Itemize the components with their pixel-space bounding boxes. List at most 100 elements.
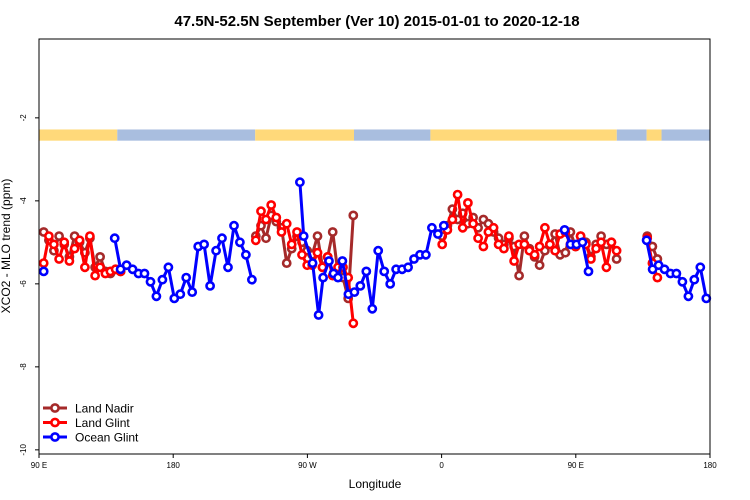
data-point-land-glint xyxy=(447,214,458,225)
data-point-ocean-glint xyxy=(367,303,378,314)
data-point-ocean-glint xyxy=(671,268,682,279)
chart-title: 47.5N-52.5N September (Ver 10) 2015-01-0… xyxy=(174,13,579,30)
land-strip-segment xyxy=(646,129,662,141)
data-point-land-glint xyxy=(74,235,85,246)
data-point-land-glint xyxy=(509,256,519,266)
data-point-ocean-glint xyxy=(294,177,305,188)
data-point-land-glint xyxy=(498,243,509,254)
land-ocean-strip xyxy=(39,129,710,141)
series-ocean-glint xyxy=(38,177,712,320)
data-point-ocean-glint xyxy=(187,287,198,297)
land-strip-segment xyxy=(39,129,118,141)
legend-swatch-marker xyxy=(50,417,60,428)
data-point-ocean-glint xyxy=(246,274,257,285)
data-point-land-glint xyxy=(276,227,287,237)
data-point-land-glint xyxy=(64,256,75,266)
data-point-ocean-glint xyxy=(677,276,688,287)
data-point-land-glint xyxy=(437,239,448,250)
data-point-land-glint xyxy=(281,218,292,229)
data-point-ocean-glint xyxy=(379,266,390,277)
data-point-land-glint xyxy=(591,243,601,254)
data-point-land-glint xyxy=(266,200,277,210)
data-point-land-nadir xyxy=(519,231,530,241)
x-tick-label: 180 xyxy=(703,461,717,470)
data-point-land-nadir xyxy=(348,210,359,221)
series-line-ocean-glint xyxy=(113,224,254,300)
data-point-land-glint xyxy=(601,262,612,273)
data-point-land-nadir xyxy=(514,270,524,281)
data-point-ocean-glint xyxy=(181,272,192,283)
data-point-land-nadir xyxy=(54,231,64,241)
data-point-ocean-glint xyxy=(337,256,348,266)
data-point-land-glint xyxy=(44,231,54,241)
data-point-land-glint xyxy=(457,222,468,233)
data-point-land-glint xyxy=(452,189,463,200)
data-point-ocean-glint xyxy=(234,237,245,248)
legend-item-ocean-glint: Ocean Glint xyxy=(43,431,139,445)
data-point-land-glint xyxy=(488,222,499,233)
data-point-land-glint xyxy=(652,272,663,283)
data-point-land-glint xyxy=(596,237,606,248)
data-point-land-glint xyxy=(606,237,617,248)
data-point-land-glint xyxy=(519,239,530,250)
data-point-land-glint xyxy=(54,254,64,264)
data-point-ocean-glint xyxy=(318,272,328,283)
y-tick-label: -8 xyxy=(19,363,28,371)
data-point-ocean-glint xyxy=(199,239,209,250)
data-point-ocean-glint xyxy=(559,224,570,235)
data-point-land-nadir xyxy=(534,260,545,271)
data-point-ocean-glint xyxy=(145,276,156,287)
data-point-land-nadir xyxy=(261,233,271,244)
data-point-ocean-glint xyxy=(163,262,174,273)
data-point-land-glint xyxy=(250,235,261,246)
legend-swatch-marker xyxy=(50,432,60,442)
data-point-land-glint xyxy=(545,239,555,250)
data-point-land-glint xyxy=(534,241,545,252)
ocean-strip-segment xyxy=(661,129,710,141)
data-point-ocean-glint xyxy=(355,280,366,291)
data-point-land-glint xyxy=(261,214,271,225)
x-tick-label: 0 xyxy=(439,461,444,470)
legend-swatch-marker xyxy=(50,403,60,413)
legend-label: Land Glint xyxy=(75,416,130,430)
data-point-land-glint xyxy=(503,231,514,241)
ocean-strip-segment xyxy=(616,129,647,141)
legend-item-land-nadir: Land Nadir xyxy=(43,402,134,416)
data-point-land-glint xyxy=(271,212,282,223)
data-point-ocean-glint xyxy=(403,262,413,273)
x-tick-label: 90 E xyxy=(31,461,47,470)
data-point-ocean-glint xyxy=(577,237,588,248)
data-point-ocean-glint xyxy=(420,249,431,260)
data-point-ocean-glint xyxy=(217,233,227,244)
data-point-land-glint xyxy=(90,270,100,281)
data-point-land-nadir xyxy=(611,254,622,264)
data-point-land-glint xyxy=(473,233,483,244)
series-line-ocean-glint xyxy=(298,182,446,317)
data-point-ocean-glint xyxy=(385,278,396,289)
data-point-ocean-glint xyxy=(689,274,700,285)
data-point-ocean-glint xyxy=(205,280,215,291)
data-point-land-glint xyxy=(38,258,49,268)
data-point-ocean-glint xyxy=(324,256,334,266)
data-point-land-glint xyxy=(312,247,323,258)
legend-item-land-glint: Land Glint xyxy=(43,416,130,430)
data-point-ocean-glint xyxy=(683,291,694,302)
data-point-land-glint xyxy=(49,239,59,250)
data-point-land-glint xyxy=(95,262,105,273)
data-point-ocean-glint xyxy=(426,222,437,233)
data-point-ocean-glint xyxy=(307,258,318,268)
data-point-land-nadir xyxy=(327,227,338,237)
data-point-ocean-glint xyxy=(361,266,372,277)
legend-label: Ocean Glint xyxy=(75,431,139,445)
data-point-land-glint xyxy=(348,318,359,329)
x-tick-label: 180 xyxy=(167,461,181,470)
data-point-land-glint xyxy=(478,241,489,252)
data-point-ocean-glint xyxy=(313,310,324,320)
data-point-ocean-glint xyxy=(373,245,384,256)
data-point-ocean-glint xyxy=(38,266,49,277)
data-point-ocean-glint xyxy=(109,233,120,244)
data-point-land-glint xyxy=(292,227,302,237)
data-point-land-glint xyxy=(297,249,307,260)
data-point-ocean-glint xyxy=(701,293,712,304)
